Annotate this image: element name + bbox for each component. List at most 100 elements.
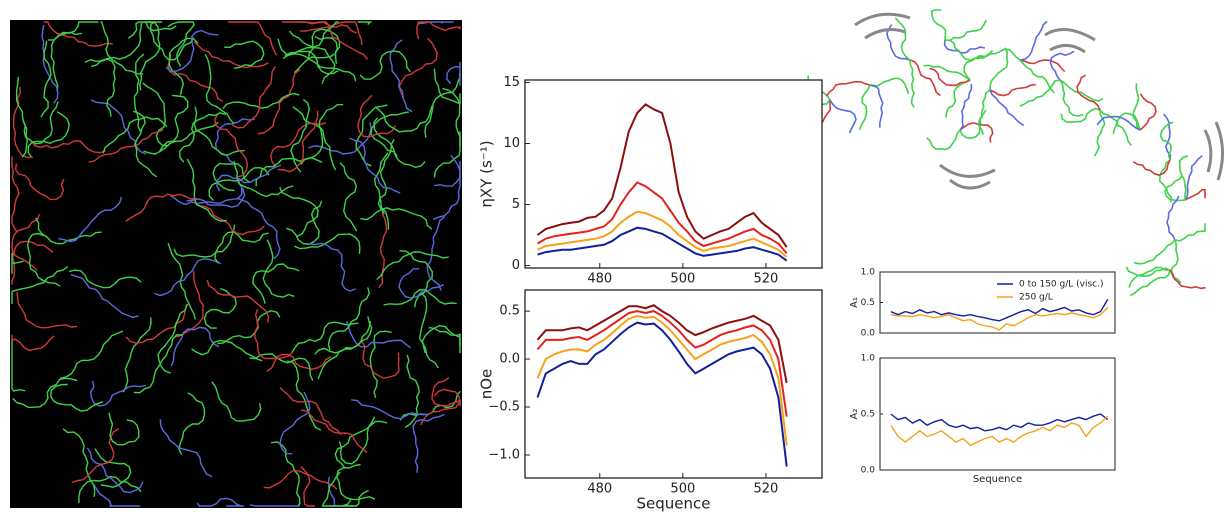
y-tick-label: 0.0 bbox=[861, 329, 876, 339]
molecule-strand bbox=[204, 53, 235, 124]
molecule-strand bbox=[338, 416, 376, 465]
molecule-strand bbox=[418, 292, 439, 369]
y-tick-label: 0.5 bbox=[861, 410, 875, 420]
molecule-strand bbox=[285, 200, 323, 245]
molecule-strand bbox=[231, 66, 276, 129]
molecule-strand bbox=[196, 497, 244, 507]
molecule-strand bbox=[193, 41, 269, 69]
molecule-strand bbox=[318, 104, 344, 171]
molecule-strand bbox=[211, 381, 262, 422]
molecule-strand bbox=[193, 106, 245, 156]
molecule-strand bbox=[335, 463, 376, 501]
protein-chain bbox=[909, 59, 915, 108]
molecule-strand bbox=[194, 202, 265, 236]
protein-chain bbox=[1129, 269, 1171, 297]
x-tick-label: 480 bbox=[587, 272, 612, 287]
protein-chain bbox=[1112, 112, 1141, 135]
molecule-strand bbox=[58, 196, 123, 243]
molecule-strand bbox=[321, 471, 352, 507]
molecule-strand bbox=[90, 58, 116, 117]
molecule-strand bbox=[278, 110, 319, 173]
series-line bbox=[890, 306, 1109, 331]
protein-chain bbox=[1099, 109, 1132, 146]
protein-chain bbox=[1125, 266, 1171, 278]
molecule-strand bbox=[133, 334, 183, 394]
protein-chain bbox=[1019, 59, 1055, 94]
molecule-strand bbox=[279, 391, 311, 455]
molecule-strand bbox=[398, 37, 438, 98]
molecule-strand bbox=[216, 164, 282, 192]
molecule-strand bbox=[418, 21, 454, 25]
molecule-strand bbox=[222, 92, 300, 110]
molecule-strand bbox=[359, 50, 411, 80]
molecule-strand bbox=[125, 302, 190, 344]
molecule-strand bbox=[373, 152, 390, 230]
protein-chain bbox=[923, 64, 971, 81]
arc bbox=[1214, 121, 1224, 181]
molecule-strand bbox=[327, 287, 371, 351]
molecule-strand bbox=[255, 156, 323, 187]
molecule-strand bbox=[27, 111, 70, 159]
x-tick-label: 500 bbox=[670, 272, 695, 287]
protein-chain bbox=[989, 83, 1036, 97]
x-axis-label: Sequence bbox=[973, 474, 1022, 485]
motion-arcs bbox=[854, 12, 1224, 190]
arc bbox=[864, 28, 906, 40]
molecule-strand bbox=[78, 475, 142, 503]
protein-chain bbox=[989, 89, 1025, 126]
molecule-strand bbox=[433, 68, 461, 105]
y-tick-label: 0.0 bbox=[861, 466, 876, 476]
molecule-strand bbox=[404, 354, 421, 428]
series-line bbox=[536, 103, 788, 248]
molecule-strand bbox=[300, 409, 368, 454]
molecule-strand bbox=[346, 321, 411, 349]
molecule-strand bbox=[173, 271, 204, 338]
molecule-strand bbox=[50, 383, 104, 412]
molecule-strand bbox=[12, 377, 78, 409]
series-line bbox=[890, 415, 1109, 447]
protein-chain bbox=[989, 47, 1009, 91]
molecule-strand bbox=[249, 502, 301, 507]
molecule-strand bbox=[399, 391, 461, 421]
molecule-strand bbox=[100, 21, 144, 75]
y-tick-label: 10 bbox=[503, 136, 520, 151]
molecule-strand bbox=[11, 339, 26, 392]
molecule-strand bbox=[361, 341, 400, 379]
y-tick-label: 0.0 bbox=[499, 352, 520, 367]
protein-chain bbox=[1139, 93, 1157, 131]
molecule-strand bbox=[262, 239, 295, 298]
protein-chain bbox=[1164, 174, 1186, 202]
protein-chain bbox=[829, 99, 857, 134]
molecule-strand bbox=[434, 161, 461, 187]
molecule-strand bbox=[167, 54, 224, 102]
molecule-strand bbox=[159, 94, 189, 152]
plot-frame bbox=[879, 271, 1116, 334]
molecule-strand bbox=[40, 40, 52, 118]
protein-chain bbox=[1159, 159, 1173, 203]
molecule-strand bbox=[286, 360, 322, 431]
molecule-panel bbox=[10, 20, 462, 508]
arc bbox=[1049, 44, 1086, 54]
protein-chain bbox=[945, 79, 971, 118]
molecule-strand bbox=[277, 38, 339, 75]
molecule-strand bbox=[355, 104, 388, 167]
arc bbox=[939, 163, 996, 178]
molecule-strand bbox=[228, 21, 278, 56]
molecule-strand bbox=[15, 77, 28, 158]
molecule-strand bbox=[142, 82, 169, 147]
protein-chain bbox=[944, 19, 987, 42]
molecule-strand bbox=[167, 21, 195, 67]
molecule-strand bbox=[300, 21, 363, 45]
x-tick-label: 520 bbox=[754, 482, 779, 497]
molecule-strand bbox=[389, 39, 413, 113]
molecule-strand bbox=[208, 166, 270, 201]
protein-chain bbox=[1166, 195, 1180, 241]
protein-chain bbox=[976, 48, 1021, 61]
x-tick-label: 520 bbox=[754, 272, 779, 287]
molecule-strand bbox=[60, 330, 124, 379]
protein-chain bbox=[894, 17, 911, 61]
molecule-strand bbox=[412, 413, 445, 473]
chart: 0.0 0.5 1.0 A₁ 0 to 150 g/L (visc.) 250 g/L bbox=[849, 268, 1116, 339]
molecule-strand bbox=[102, 116, 168, 154]
series-line bbox=[536, 310, 788, 417]
